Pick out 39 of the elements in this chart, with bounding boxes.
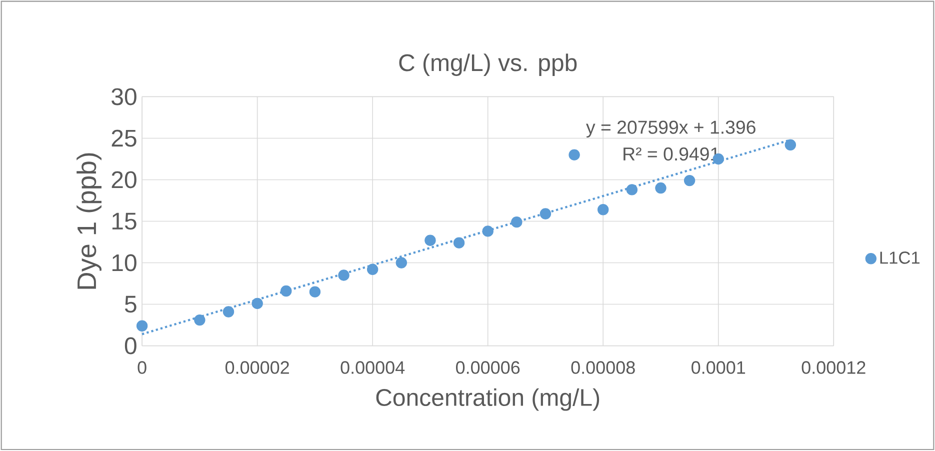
point [252,298,263,310]
y-tick-label: 5 [124,296,136,313]
point [568,149,580,161]
y-tick-label: 10 [112,254,136,272]
x-tick-label: 0.0001 [692,361,746,374]
point [626,184,638,196]
y-tick-label: 15 [112,212,136,230]
point [684,175,696,186]
y-axis-title: Dye 1 (ppb) [76,153,102,289]
annotation: y = 207599x + 1.396 [586,120,756,138]
y-tick-label: 25 [112,130,136,147]
point [511,216,522,228]
x-tick-label: 0.00002 [225,361,289,374]
legend-label: L1C1 [880,252,920,264]
point [784,139,796,151]
point [194,314,206,326]
point [309,286,321,298]
point [396,257,408,268]
x-tick-label: 0 [138,361,146,374]
y-tick-label: 0 [124,337,136,354]
point [540,208,552,220]
x-tick-label: 0.00004 [340,361,405,374]
point [338,270,350,281]
point [655,182,666,194]
point [222,306,234,318]
y-tick-label: 20 [112,171,136,188]
point [598,204,609,216]
point [136,320,148,332]
x-tick-label: 0.00012 [802,361,866,374]
x-tick-label: 0.00008 [571,361,635,374]
chart-title: C (mg/L) vs. ppb [399,54,577,76]
y-tick-label: 30 [112,88,136,106]
point [482,226,494,237]
point [280,285,292,297]
x-axis-title: Concentration (mg/L) [376,388,600,411]
point [453,237,465,249]
x-tick-label: 0.00006 [456,361,520,374]
point [424,234,436,246]
point [366,264,378,276]
